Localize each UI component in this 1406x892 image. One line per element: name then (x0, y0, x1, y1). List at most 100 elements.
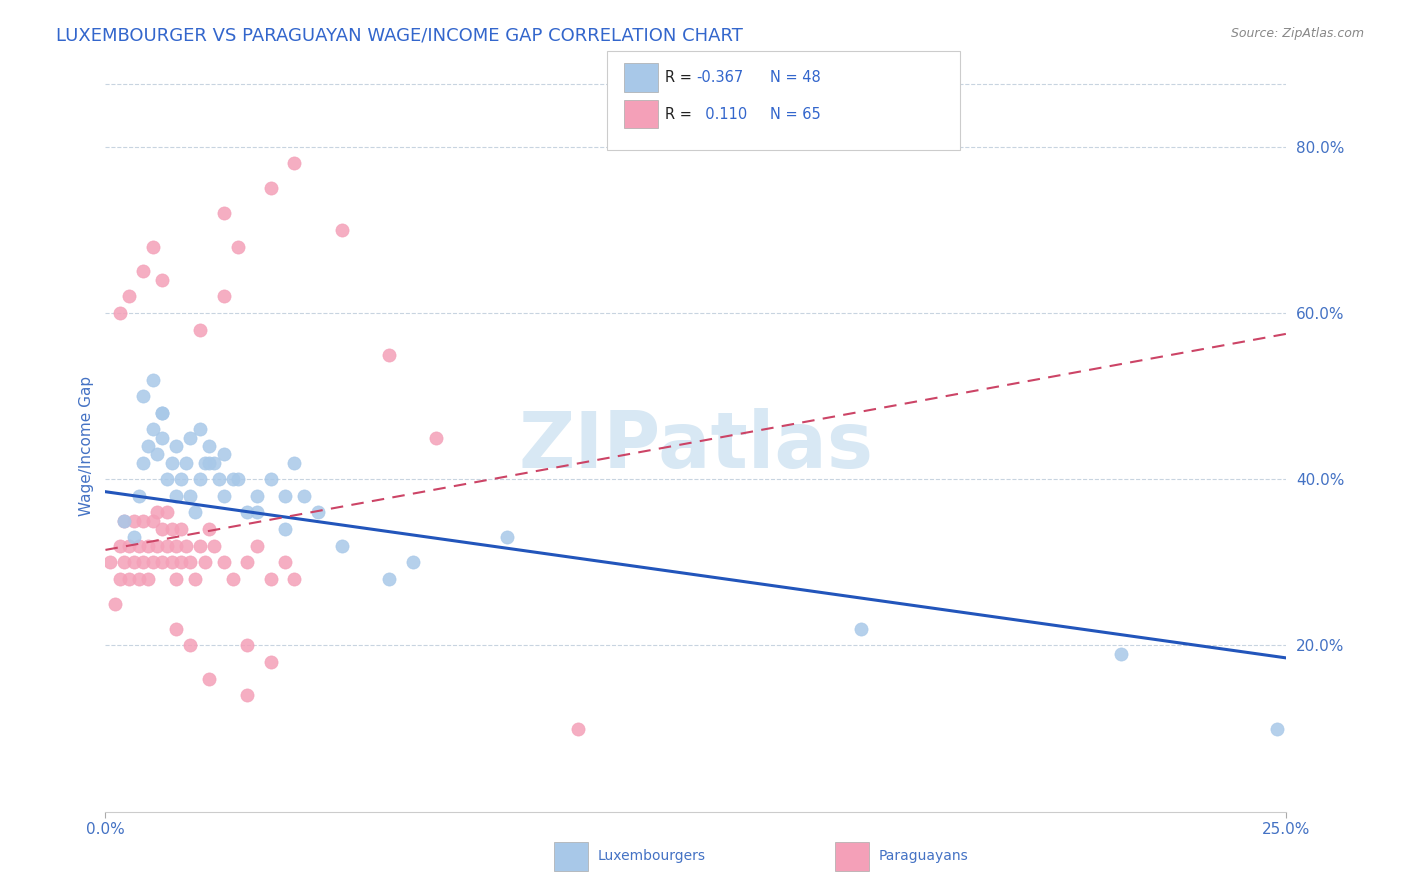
Point (150, 431, 173, 445)
Point (128, 572, 150, 586)
Point (132, 555, 155, 569)
Point (118, 539, 141, 553)
Point (283, 456, 305, 470)
Point (122, 530, 145, 544)
Point (122, 555, 145, 569)
Point (156, 472, 179, 486)
Point (142, 555, 165, 569)
Point (146, 506, 169, 520)
Point (108, 539, 131, 553)
Point (136, 539, 159, 553)
Point (274, 489, 297, 503)
Point (165, 439, 187, 453)
Point (132, 389, 155, 403)
Point (198, 456, 221, 470)
Text: LUXEMBOURGER VS PARAGUAYAN WAGE/INCOME GAP CORRELATION CHART: LUXEMBOURGER VS PARAGUAYAN WAGE/INCOME G… (56, 27, 744, 45)
Point (496, 530, 519, 544)
Point (212, 447, 235, 461)
Point (222, 572, 245, 586)
Point (160, 456, 183, 470)
Point (165, 622, 187, 636)
Point (128, 489, 150, 503)
Point (283, 572, 305, 586)
Point (179, 431, 201, 445)
Point (212, 289, 235, 303)
Point (292, 489, 315, 503)
Point (260, 655, 283, 669)
Point (132, 514, 155, 528)
Point (104, 597, 127, 611)
Point (236, 689, 259, 703)
Point (136, 572, 159, 586)
Point (112, 555, 135, 569)
Point (132, 264, 155, 278)
Point (160, 522, 183, 536)
Point (194, 456, 217, 470)
Point (150, 522, 173, 536)
Point (184, 572, 207, 586)
Point (274, 522, 297, 536)
Point (146, 447, 169, 461)
Point (236, 555, 259, 569)
Text: R =: R = (665, 70, 696, 85)
Point (246, 506, 269, 520)
Point (150, 555, 173, 569)
Point (202, 539, 225, 553)
Text: Source: ZipAtlas.com: Source: ZipAtlas.com (1230, 27, 1364, 40)
Point (132, 456, 155, 470)
Text: Paraguayans: Paraguayans (879, 849, 969, 863)
Point (378, 347, 401, 362)
Point (425, 431, 447, 445)
Point (226, 239, 249, 253)
Point (401, 555, 423, 569)
Point (165, 489, 187, 503)
Point (236, 506, 259, 520)
Point (150, 406, 173, 420)
Point (179, 555, 201, 569)
Point (142, 372, 165, 386)
Point (378, 572, 401, 586)
Point (142, 514, 165, 528)
Point (165, 572, 187, 586)
Text: ZIPatlas: ZIPatlas (519, 408, 873, 484)
Point (170, 522, 193, 536)
Point (236, 639, 259, 653)
Point (274, 555, 297, 569)
Point (222, 472, 245, 486)
Text: 0.110: 0.110 (696, 107, 747, 121)
Point (118, 572, 141, 586)
Point (198, 439, 221, 453)
Text: Luxembourgers: Luxembourgers (598, 849, 706, 863)
Point (260, 472, 283, 486)
Point (283, 156, 305, 170)
Point (307, 506, 329, 520)
Text: N = 48: N = 48 (770, 70, 821, 85)
Point (330, 223, 353, 237)
Point (567, 722, 589, 736)
Point (198, 672, 221, 686)
Point (260, 572, 283, 586)
Point (260, 181, 283, 195)
Point (212, 489, 235, 503)
Point (198, 522, 221, 536)
Point (108, 306, 131, 320)
Point (851, 622, 873, 636)
Point (122, 514, 145, 528)
Text: N = 65: N = 65 (770, 107, 821, 121)
Point (146, 539, 169, 553)
Point (142, 239, 165, 253)
Point (330, 539, 353, 553)
Point (246, 539, 269, 553)
Point (184, 506, 207, 520)
Point (170, 472, 193, 486)
Point (179, 639, 201, 653)
Point (170, 555, 193, 569)
Point (150, 273, 173, 287)
Point (108, 572, 131, 586)
Point (156, 539, 179, 553)
Point (128, 539, 150, 553)
Point (160, 555, 183, 569)
Point (142, 422, 165, 436)
Point (188, 323, 211, 337)
Point (98, 555, 121, 569)
